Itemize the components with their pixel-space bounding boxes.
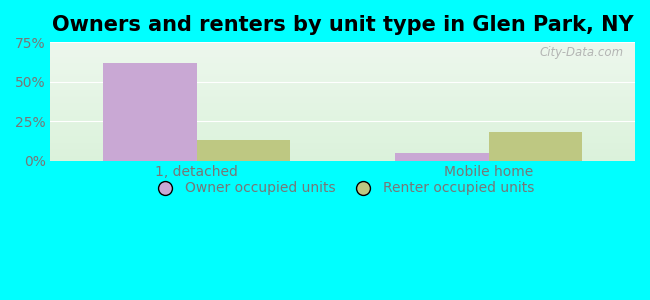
Bar bbox=[395, 153, 489, 160]
Bar bbox=[103, 63, 196, 161]
Text: City-Data.com: City-Data.com bbox=[540, 46, 623, 59]
Bar bbox=[196, 140, 290, 160]
Bar bbox=[489, 132, 582, 160]
Title: Owners and renters by unit type in Glen Park, NY: Owners and renters by unit type in Glen … bbox=[52, 15, 634, 35]
Legend: Owner occupied units, Renter occupied units: Owner occupied units, Renter occupied un… bbox=[146, 176, 540, 201]
